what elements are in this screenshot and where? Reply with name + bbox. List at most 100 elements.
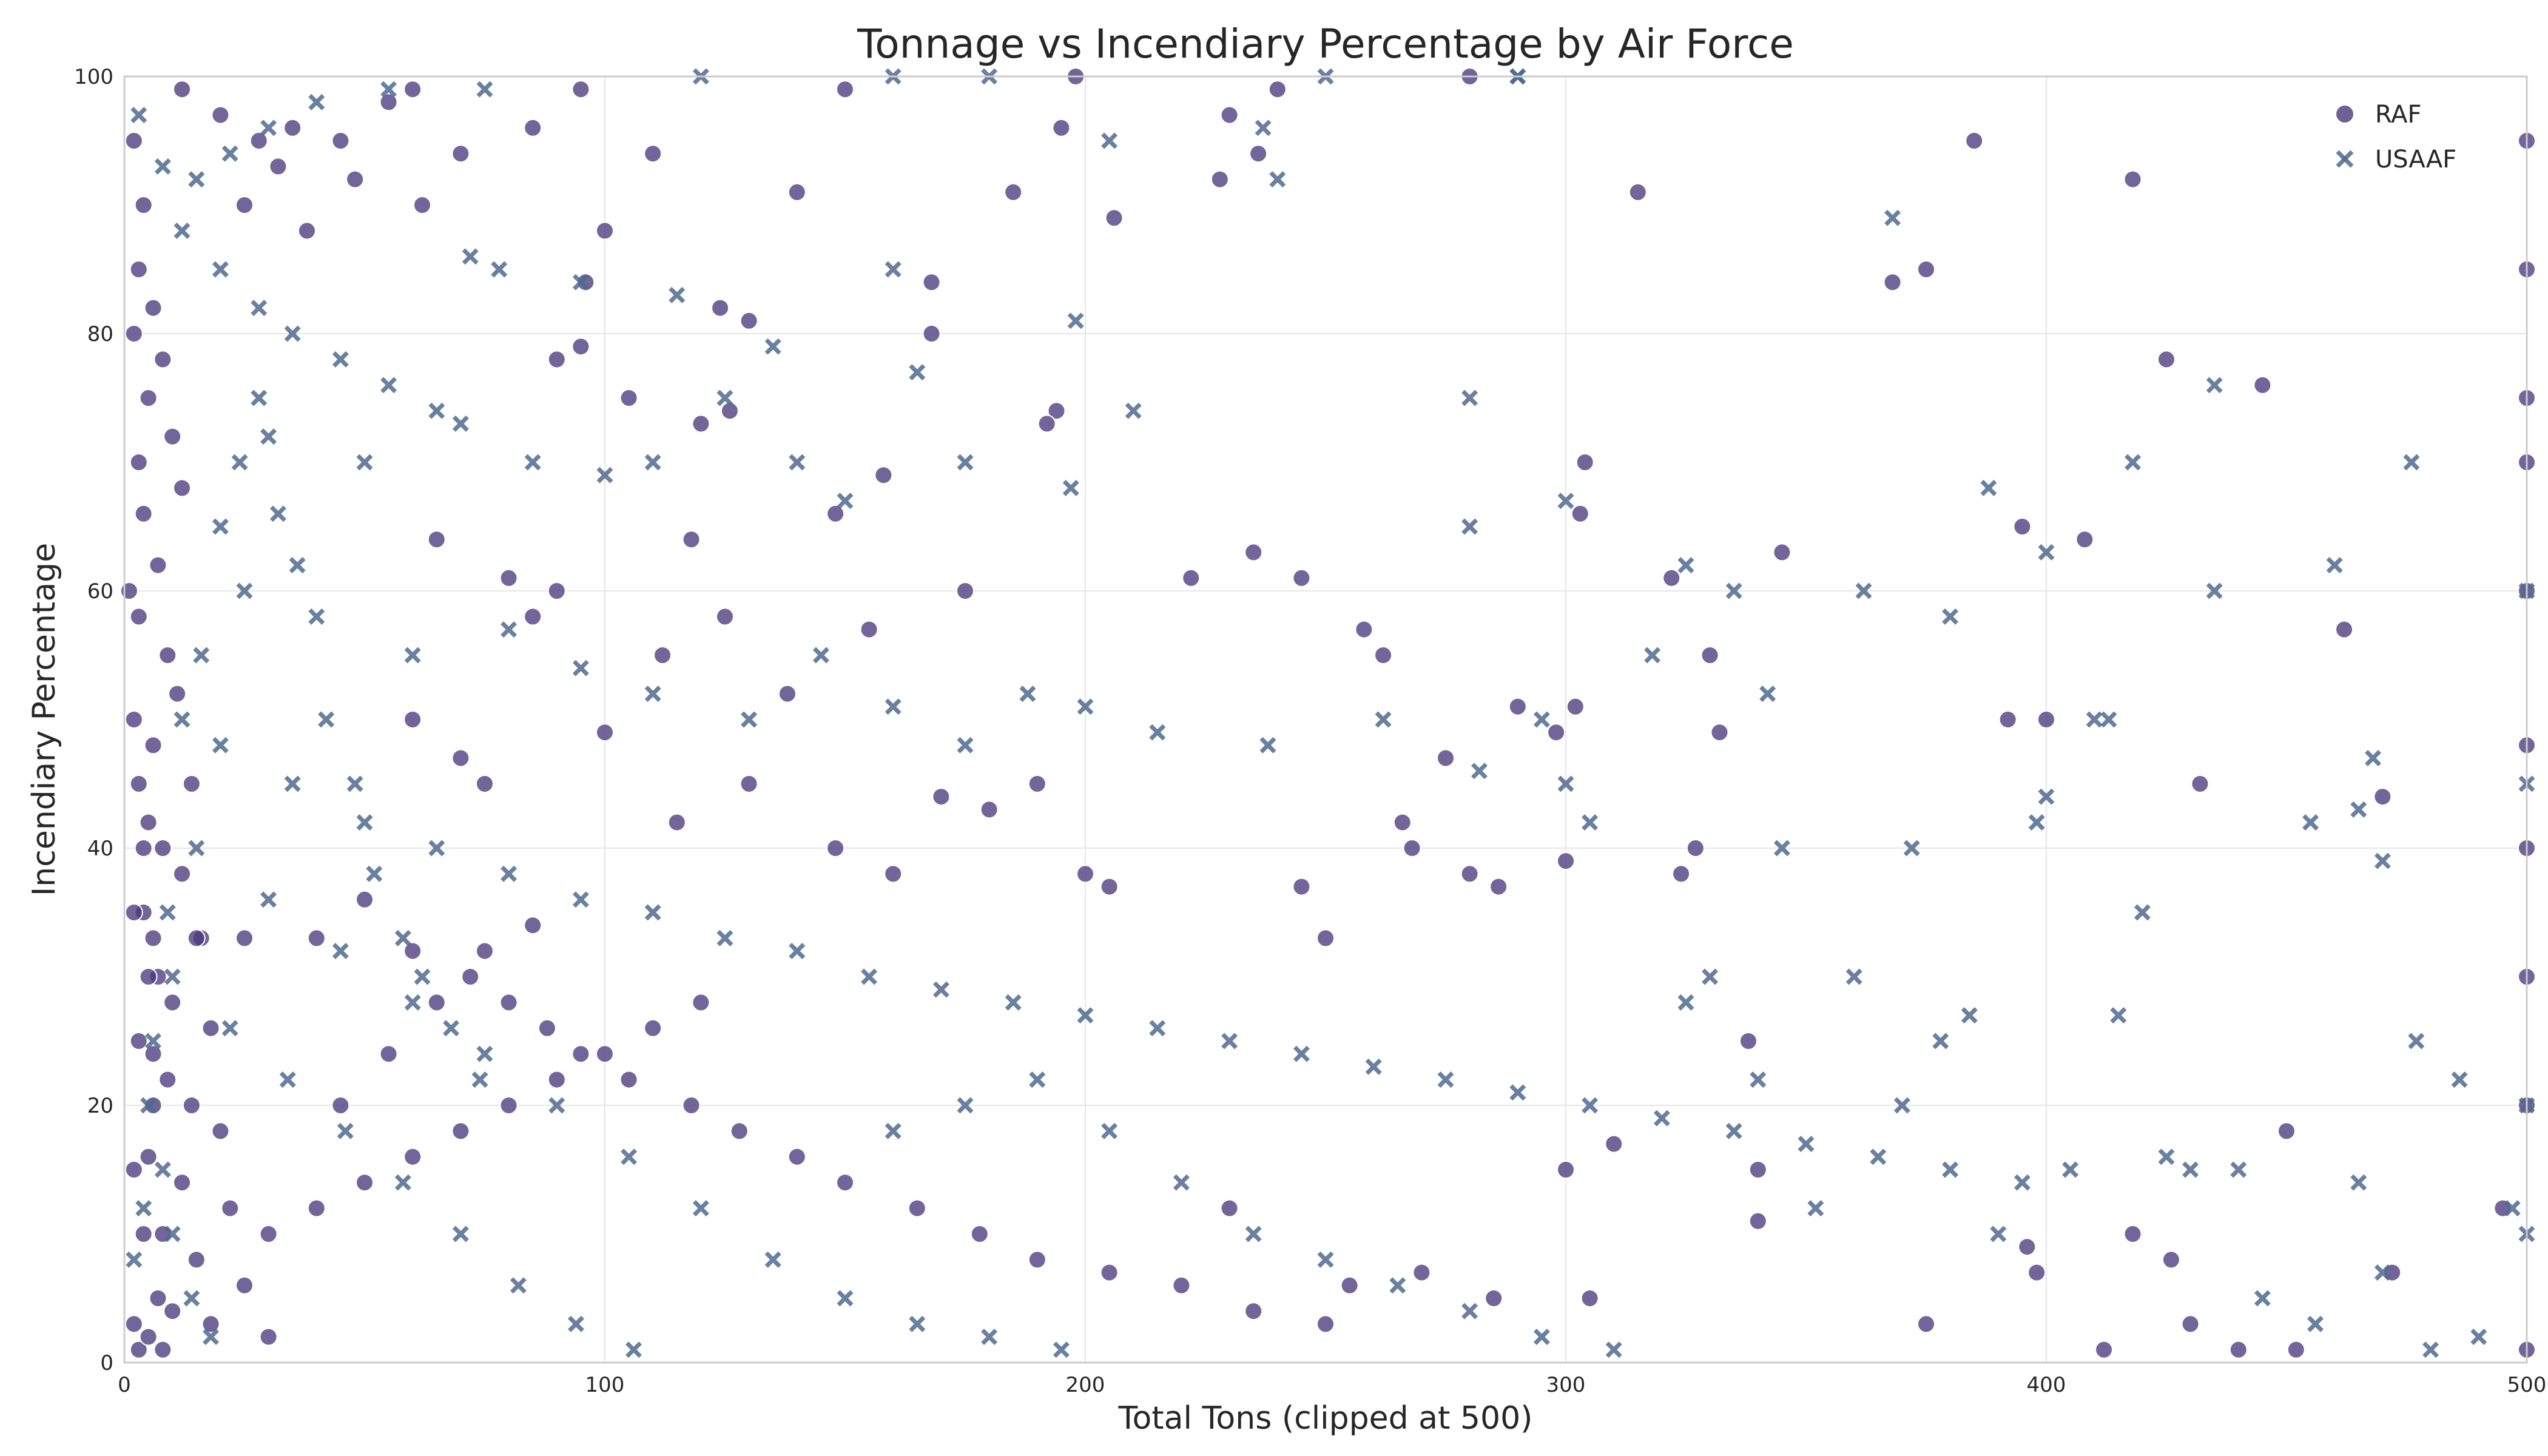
- data-point-raf: [1340, 1276, 1359, 1295]
- data-point-raf: [307, 1199, 326, 1218]
- data-point-usaaf: [1557, 775, 1574, 792]
- data-point-raf: [1004, 183, 1023, 201]
- data-point-raf: [644, 144, 662, 163]
- data-point-raf: [2095, 1340, 2114, 1359]
- data-point-usaaf: [164, 1225, 181, 1242]
- data-point-raf: [235, 929, 254, 948]
- data-point-usaaf: [1019, 686, 1036, 703]
- data-point-raf: [1393, 813, 1412, 832]
- data-point-usaaf: [126, 1251, 143, 1268]
- data-point-raf: [524, 118, 542, 137]
- data-point-raf: [908, 1199, 926, 1218]
- data-point-raf: [144, 298, 163, 317]
- data-point-usaaf: [404, 647, 421, 664]
- data-point-raf: [168, 684, 187, 703]
- data-point-raf: [129, 775, 148, 793]
- data-point-usaaf: [404, 994, 421, 1011]
- data-point-usaaf: [1798, 1136, 1815, 1153]
- data-point-usaaf: [1375, 711, 1392, 728]
- data-point-raf: [173, 80, 192, 99]
- data-point-raf: [201, 1019, 220, 1037]
- data-point-usaaf: [625, 1341, 642, 1358]
- data-point-usaaf: [279, 1071, 296, 1088]
- data-point-usaaf: [269, 505, 286, 522]
- data-point-raf: [182, 775, 201, 793]
- data-point-raf: [149, 1289, 167, 1307]
- data-point-raf: [2253, 376, 2272, 394]
- data-point-raf: [2123, 1225, 2142, 1243]
- data-point-usaaf: [837, 493, 854, 510]
- data-point-usaaf: [1269, 171, 1286, 188]
- data-point-usaaf: [1653, 1110, 1670, 1127]
- data-point-usaaf: [644, 904, 661, 921]
- x-tick-label: 500: [2507, 1373, 2547, 1397]
- data-point-usaaf: [2062, 1161, 2079, 1178]
- data-point-raf: [129, 607, 148, 626]
- data-point-raf: [682, 1096, 701, 1114]
- data-point-raf: [1374, 646, 1393, 664]
- data-point-usaaf: [1317, 1251, 1334, 1268]
- data-point-raf: [1268, 80, 1287, 99]
- data-point-usaaf: [1437, 1071, 1454, 1088]
- data-point-raf: [163, 993, 182, 1012]
- data-point-usaaf: [1582, 814, 1599, 831]
- data-point-raf: [461, 968, 480, 986]
- data-point-usaaf: [1557, 493, 1574, 510]
- data-point-raf: [970, 1225, 989, 1243]
- data-point-raf: [129, 453, 148, 471]
- data-point-raf: [826, 504, 845, 523]
- data-point-usaaf: [1245, 1225, 1262, 1242]
- data-point-usaaf: [568, 1315, 584, 1332]
- data-point-raf: [1773, 543, 1791, 562]
- data-point-raf: [124, 710, 143, 729]
- data-point-usaaf: [2086, 711, 2103, 728]
- data-point-raf: [653, 646, 672, 664]
- data-point-usaaf: [1725, 582, 1742, 599]
- data-point-usaaf: [1125, 402, 1142, 419]
- data-point-usaaf: [1605, 1341, 1622, 1358]
- data-point-usaaf: [2038, 788, 2055, 805]
- data-point-usaaf: [188, 171, 205, 188]
- data-point-raf: [2123, 170, 2142, 189]
- data-point-usaaf: [524, 454, 541, 471]
- data-point-raf: [129, 1032, 148, 1050]
- data-point-usaaf: [159, 904, 176, 921]
- data-point-usaaf: [932, 981, 949, 998]
- data-point-usaaf: [346, 775, 363, 792]
- data-point-usaaf: [1077, 1007, 1094, 1024]
- data-point-usaaf: [764, 338, 781, 355]
- x-axis-label: Total Tons (clipped at 500): [1118, 1400, 1533, 1437]
- data-point-raf: [163, 1302, 182, 1321]
- data-point-raf: [1292, 877, 1311, 896]
- data-point-raf: [403, 942, 422, 960]
- data-point-usaaf: [380, 377, 397, 394]
- data-points: [120, 67, 2536, 1359]
- data-point-raf: [235, 196, 254, 214]
- legend-marker-raf: [2335, 104, 2354, 124]
- data-point-usaaf: [308, 608, 325, 625]
- data-point-raf: [2335, 620, 2354, 639]
- data-point-usaaf: [260, 120, 277, 136]
- data-point-usaaf: [716, 929, 733, 946]
- data-point-usaaf: [356, 454, 373, 471]
- data-point-raf: [1244, 543, 1263, 562]
- data-point-raf: [682, 530, 701, 549]
- data-point-raf: [571, 80, 590, 99]
- data-point-usaaf: [1870, 1148, 1887, 1165]
- data-point-usaaf: [1101, 132, 1118, 149]
- data-point-raf: [1460, 864, 1479, 883]
- data-point-raf: [163, 427, 182, 446]
- data-point-raf: [476, 775, 494, 793]
- y-tick-label: 40: [87, 837, 113, 861]
- data-point-usaaf: [2451, 1071, 2468, 1088]
- data-point-raf: [1576, 453, 1594, 471]
- data-point-raf: [129, 1340, 148, 1359]
- data-point-raf: [956, 582, 974, 600]
- data-point-usaaf: [2254, 1290, 2271, 1307]
- data-point-usaaf: [1845, 968, 1862, 985]
- data-point-raf: [1100, 877, 1119, 896]
- data-point-usaaf: [2422, 1341, 2439, 1358]
- data-point-usaaf: [621, 1148, 638, 1165]
- data-point-raf: [644, 1019, 662, 1037]
